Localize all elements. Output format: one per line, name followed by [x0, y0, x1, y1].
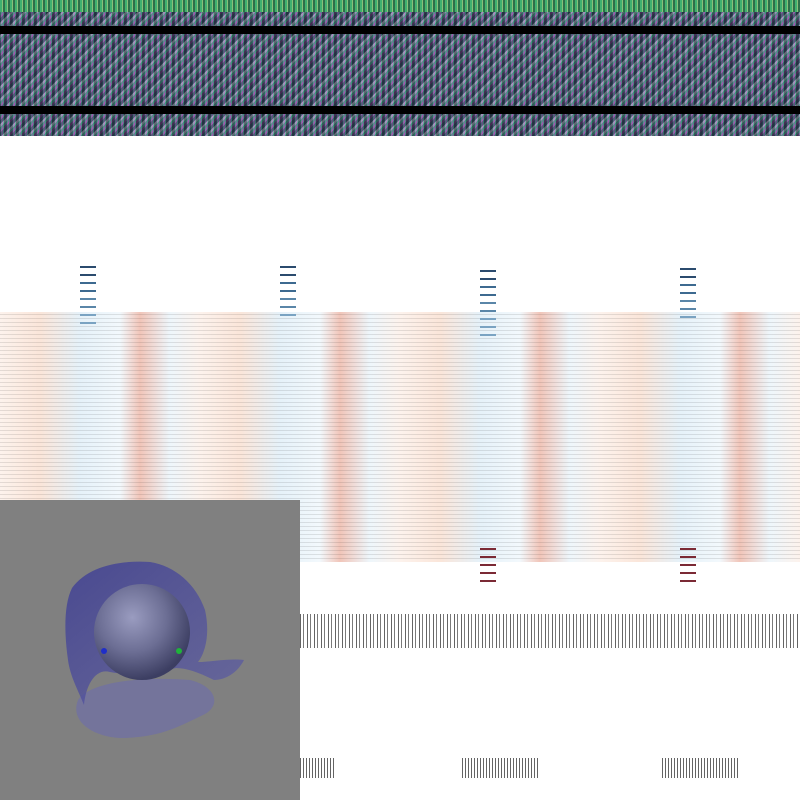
- colorbar-tick: [680, 548, 696, 550]
- colorbar-tick: [80, 322, 96, 324]
- colorbar-tick: [480, 564, 496, 566]
- colorbar-tick: [680, 300, 696, 302]
- colorbar-tick: [480, 278, 496, 280]
- colorbar-tick: [480, 548, 496, 550]
- colorbar-tick: [280, 290, 296, 292]
- colorbar-4: [680, 268, 696, 324]
- colorbar-tick: [480, 334, 496, 336]
- colorbar-tick: [680, 292, 696, 294]
- colorbar-tick: [680, 556, 696, 558]
- colorbar-1: [80, 266, 96, 330]
- colorbar-tick: [680, 564, 696, 566]
- colorbar-3: [480, 270, 496, 342]
- colorbar-2: [280, 266, 296, 322]
- colorbar-tick: [480, 556, 496, 558]
- colorbar-tick: [280, 266, 296, 268]
- illegible-mark: [462, 758, 538, 778]
- colorbar-tick: [80, 266, 96, 268]
- colorbar-tick: [680, 316, 696, 318]
- colorbar-tick: [480, 326, 496, 328]
- colorbar-tick: [480, 294, 496, 296]
- illegible-text-strip: [300, 614, 800, 648]
- colorbar-tick: [280, 306, 296, 308]
- colorbar-tick: [680, 268, 696, 270]
- green-marker: [176, 648, 182, 654]
- colorbar-tick: [480, 310, 496, 312]
- colorbar-tick: [80, 290, 96, 292]
- colorbar-tick: [280, 274, 296, 276]
- colorbar-tick: [480, 286, 496, 288]
- illegible-mark: [300, 758, 336, 778]
- colorbar-tick: [680, 580, 696, 582]
- colorbar-tick: [80, 298, 96, 300]
- colorbar-tick: [80, 314, 96, 316]
- colorbar-tick: [280, 298, 296, 300]
- black-divider-bottom: [0, 106, 800, 114]
- colorbar-tick: [680, 276, 696, 278]
- sphere: [94, 584, 190, 680]
- colorbar-tick: [280, 314, 296, 316]
- glitch-band: [0, 0, 800, 136]
- glitch-top-edge: [0, 0, 800, 12]
- colorbar-tick: [480, 580, 496, 582]
- blue-marker: [101, 648, 107, 654]
- colorbar-tick: [80, 306, 96, 308]
- 3d-scene: [65, 561, 244, 738]
- translucent-sheet: [76, 678, 215, 738]
- colorbar-tick: [680, 572, 696, 574]
- colorbar-tick: [480, 302, 496, 304]
- colorbar-tick: [80, 274, 96, 276]
- colorbar-tick: [480, 270, 496, 272]
- colorbar-4-lower: [680, 548, 696, 588]
- illegible-mark: [662, 758, 738, 778]
- colorbar-tick: [680, 284, 696, 286]
- colorbar-tick: [680, 308, 696, 310]
- colorbar-tick: [80, 282, 96, 284]
- colorbar-tick: [480, 572, 496, 574]
- colorbar-tick: [280, 282, 296, 284]
- black-divider-top: [0, 26, 800, 34]
- colorbar-3-lower: [480, 548, 496, 588]
- colorbar-tick: [480, 318, 496, 320]
- 3d-viewport[interactable]: [0, 500, 300, 800]
